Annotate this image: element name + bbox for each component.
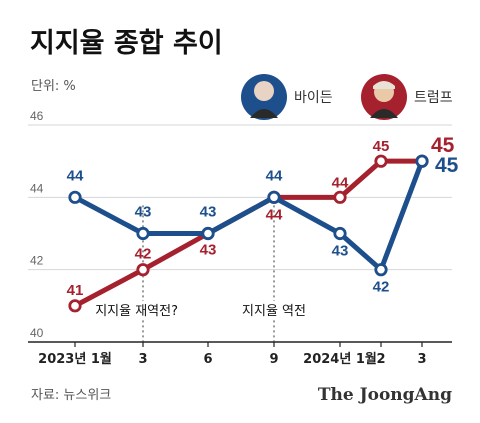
y-axis-ticks: 40 42 44 46 xyxy=(30,109,44,340)
data-point-trump xyxy=(333,190,347,204)
data-label-trump: 45 xyxy=(431,134,455,157)
chart-title: 지지율 종합 추이 xyxy=(30,28,223,59)
data-label-biden: 43 xyxy=(332,243,349,260)
data-point-biden xyxy=(415,154,429,168)
trump-portrait-hair xyxy=(373,81,395,89)
annotation-background xyxy=(73,301,181,319)
data-point-biden xyxy=(333,226,347,241)
data-label-trump: 41 xyxy=(67,282,84,299)
source-text: 자료: 뉴스위크 xyxy=(31,388,111,403)
data-label-biden: 42 xyxy=(373,279,390,296)
x-tick-label: 3 xyxy=(138,352,147,367)
legend-item-biden: 바이든 xyxy=(241,74,333,120)
data-label-trump: 43 xyxy=(200,242,217,259)
x-tick-label: 6 xyxy=(203,352,212,367)
data-point-biden xyxy=(267,190,281,204)
data-point-biden xyxy=(68,190,82,204)
data-point-biden xyxy=(201,226,215,241)
data-label-biden: 45 xyxy=(435,154,459,177)
data-point-trump xyxy=(374,154,388,168)
x-tick-label: 2023년 1월 xyxy=(38,351,112,367)
data-label-trump: 44 xyxy=(332,174,349,191)
series xyxy=(68,154,429,313)
series-line-biden xyxy=(72,158,425,273)
data-label-biden: 44 xyxy=(266,167,283,184)
data-point-trump xyxy=(136,263,150,277)
x-tick-label: 2 xyxy=(376,352,385,367)
annotation-text: 지지율 재역전? xyxy=(95,304,178,319)
data-point-biden xyxy=(136,226,150,241)
data-label-biden: 43 xyxy=(135,204,152,221)
y-tick-label: 42 xyxy=(30,254,44,268)
data-point-biden xyxy=(374,263,388,277)
x-tick-label: 3 xyxy=(417,352,426,367)
data-label-biden: 43 xyxy=(200,204,217,221)
brand-logo: The JoongAng xyxy=(318,385,452,405)
data-label-biden: 44 xyxy=(67,167,84,184)
data-label-trump: 44 xyxy=(266,206,283,223)
legend-label-biden: 바이든 xyxy=(294,90,333,106)
annotations: 지지율 역전 지지율 재역전? xyxy=(73,205,314,342)
data-label-trump: 45 xyxy=(373,138,390,155)
legend: 바이든 트럼프 xyxy=(241,74,453,120)
trump-portrait-suit xyxy=(370,109,398,118)
x-axis-ticks: 2023년 1월 3 6 9 2024년 1월 2 3 xyxy=(38,342,427,367)
legend-item-trump: 트럼프 xyxy=(361,74,453,120)
y-tick-label: 46 xyxy=(30,109,44,123)
data-label-trump: 42 xyxy=(135,246,152,263)
biden-portrait-suit xyxy=(250,109,278,118)
y-tick-label: 40 xyxy=(30,326,44,340)
y-tick-label: 44 xyxy=(30,181,44,195)
x-tick-label: 2024년 1월 xyxy=(303,351,377,367)
unit-label: 단위: % xyxy=(31,79,76,94)
legend-label-trump: 트럼프 xyxy=(414,90,453,106)
x-tick-label: 9 xyxy=(269,352,278,367)
series-line-trump xyxy=(72,158,425,309)
annotation-text: 지지율 역전 xyxy=(242,304,306,319)
annotation-background xyxy=(234,301,314,319)
data-point-trump xyxy=(68,299,82,313)
biden-portrait-face xyxy=(254,81,274,101)
